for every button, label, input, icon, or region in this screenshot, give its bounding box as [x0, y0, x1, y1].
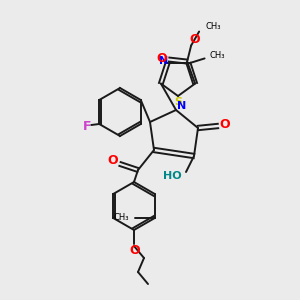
Text: CH₃: CH₃ — [113, 214, 129, 223]
Text: N: N — [177, 101, 187, 111]
Text: CH₃: CH₃ — [205, 22, 220, 31]
Text: CH₃: CH₃ — [210, 51, 225, 60]
Text: N: N — [159, 56, 168, 66]
Text: O: O — [157, 52, 167, 65]
Text: F: F — [83, 119, 92, 133]
Text: S: S — [174, 97, 182, 107]
Text: O: O — [220, 118, 230, 131]
Text: HO: HO — [163, 171, 181, 181]
Text: O: O — [108, 154, 118, 167]
Text: O: O — [190, 33, 200, 46]
Text: O: O — [130, 244, 140, 256]
